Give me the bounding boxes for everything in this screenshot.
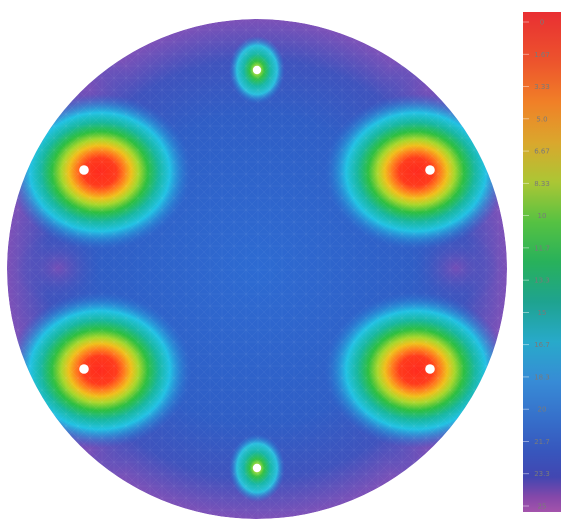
colorbar-tick-label: 20 <box>538 406 547 414</box>
colorbar-tick-label: 10 <box>538 212 547 220</box>
colorbar-tick-label: 15 <box>538 309 547 317</box>
colorbar-tick-label: 23.3 <box>534 470 550 478</box>
electrode-dot-upper-left <box>79 165 89 175</box>
colorbar-tick-label: 16.7 <box>534 341 550 349</box>
colorbar-tick-label: 8.33 <box>534 180 550 188</box>
colorbar-tick-label: 21.7 <box>534 438 550 446</box>
colorbar-tick-label: 18.3 <box>534 373 550 381</box>
electrode-dot-bottom <box>252 463 262 473</box>
colorbar-tick-label: 13.3 <box>534 277 550 285</box>
colorbar-tick-label: 1.67 <box>534 51 550 59</box>
colorbar-tick-label: 0 <box>540 19 544 27</box>
colorbar-ticks: 0 1.67 3.33 5.0 6.67 8.33 10 11.7 13.3 15 16.7 18.3… <box>523 19 550 511</box>
colorbar-tick-label: 3.33 <box>534 83 550 91</box>
electrode-dot-upper-right <box>425 165 435 175</box>
electrode-dot-lower-right <box>425 364 435 374</box>
colorbar-tick-label: 25 <box>538 503 547 511</box>
electrode-dot-top <box>252 65 262 75</box>
colorbar-tick-label: 6.67 <box>534 148 550 156</box>
colorbar-tick-label: 5.0 <box>536 115 547 123</box>
colorbar-tick-label: 11.7 <box>534 244 550 252</box>
electrode-dot-lower-left <box>79 364 89 374</box>
colorbar-scale <box>523 12 561 512</box>
colorbar: 0 1.67 3.33 5.0 6.67 8.33 10 11.7 13.3 15 16.7 18.3… <box>523 12 561 512</box>
